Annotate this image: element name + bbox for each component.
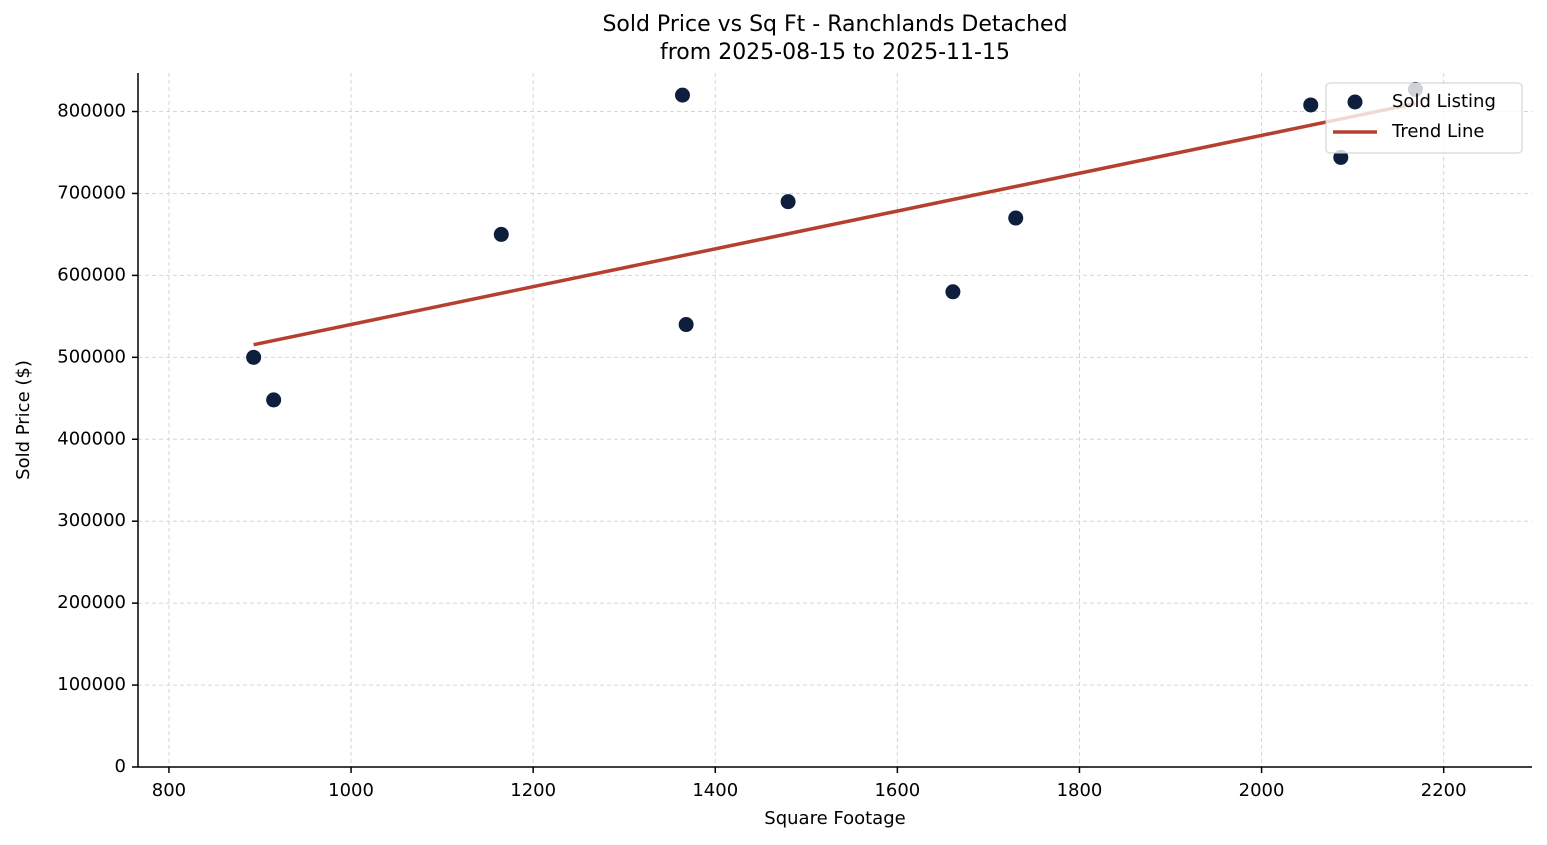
point (246, 349, 262, 365)
point (266, 392, 282, 408)
legend-label: Trend Line (1391, 121, 1485, 142)
y-tick-label: 500000 (57, 346, 126, 367)
point (1333, 149, 1349, 165)
legend-label: Sold Listing (1392, 91, 1496, 112)
x-tick-label: 2000 (1239, 780, 1285, 801)
y-tick-label: 700000 (57, 182, 126, 203)
y-tick-label: 400000 (57, 428, 126, 449)
legend-marker (1347, 94, 1363, 110)
x-tick-label: 2200 (1421, 780, 1467, 801)
point (678, 317, 694, 333)
legend: Sold Listing Trend Line (1325, 82, 1523, 154)
y-tick-label: 0 (115, 756, 126, 777)
x-tick-label: 1400 (692, 780, 738, 801)
y-tick-label: 100000 (57, 674, 126, 695)
x-tick-label: 1000 (328, 780, 374, 801)
point (493, 226, 509, 242)
x-tick-label: 1600 (874, 780, 920, 801)
x-tick-label: 1800 (1057, 780, 1103, 801)
legend-box (1325, 82, 1523, 154)
y-axis-label: Sold Price ($) (13, 360, 34, 480)
point (1008, 210, 1024, 226)
y-tick-label: 600000 (57, 264, 126, 285)
y-tick-label: 200000 (57, 592, 126, 613)
x-tick-label: 1200 (510, 780, 556, 801)
chart-title: Sold Price vs Sq Ft - Ranchlands Detache… (602, 12, 1067, 37)
y-tick-label: 300000 (57, 510, 126, 531)
y-tick-label: 800000 (57, 101, 126, 122)
point (945, 284, 961, 300)
trend-line (253, 101, 1416, 347)
x-tick-label: 800 (152, 780, 186, 801)
point (674, 87, 690, 103)
point (1303, 97, 1319, 113)
chart-subtitle: from 2025-08-15 to 2025-11-15 (660, 40, 1010, 65)
x-axis-label: Square Footage (764, 808, 905, 829)
point (780, 194, 796, 210)
